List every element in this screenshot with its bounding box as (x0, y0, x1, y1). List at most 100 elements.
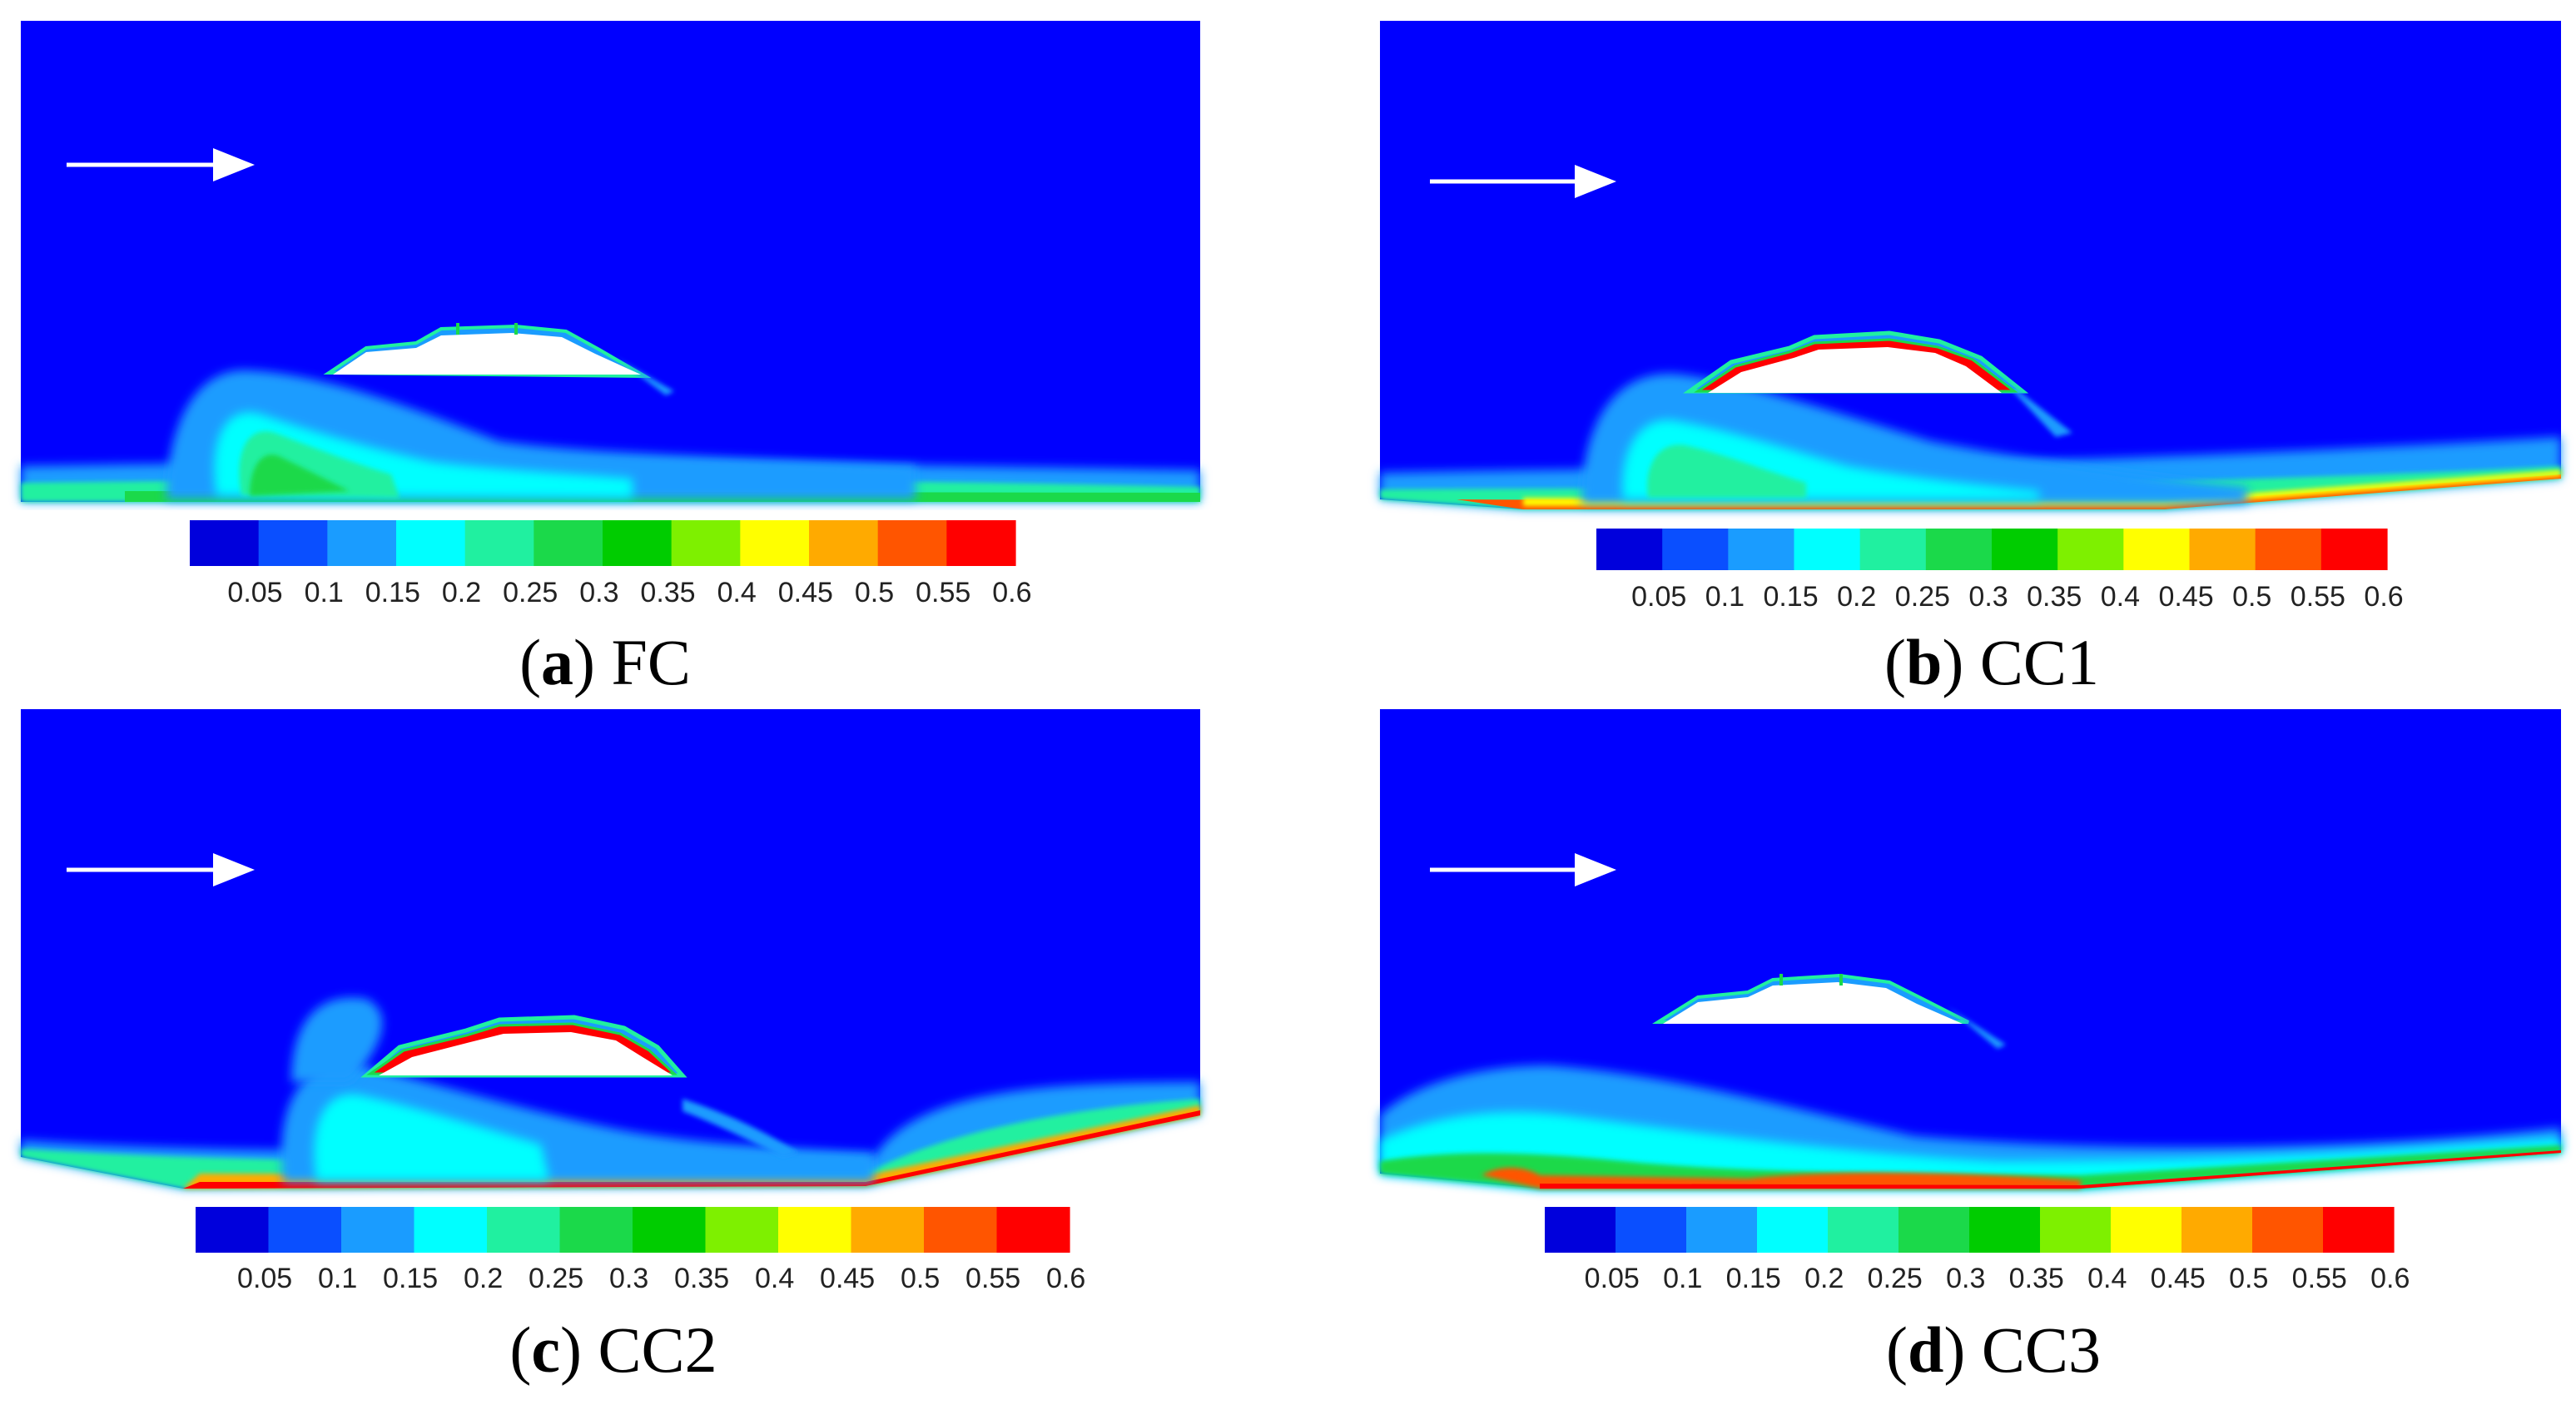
colorbar-swatch (2320, 529, 2388, 570)
panel-d: 0.05 0.1 0.15 0.2 0.25 0.3 0.35 0.4 0.45 0.5 0.55 0… (1380, 709, 2561, 1386)
colorbar-swatch (464, 520, 534, 566)
colorbar-swatch (996, 1207, 1070, 1253)
colorbar-tick-label: 0.35 (2009, 1263, 2064, 1294)
colorbar-swatch (2252, 1207, 2324, 1253)
colorbar-tick-label: 0.05 (237, 1263, 292, 1294)
colorbar-tick-label: 0.6 (2364, 581, 2403, 613)
colorbar-tick-label: 0.25 (503, 577, 558, 608)
flow-arrow-b (1430, 165, 1616, 198)
colorbar-tick-label: 0.5 (901, 1263, 940, 1294)
colorbar-swatch (851, 1207, 925, 1253)
caption-d: (d) CC3 (1886, 1313, 2101, 1386)
colorbar-swatch (1616, 1207, 1687, 1253)
colorbar-tick-label: 0.2 (464, 1263, 503, 1294)
colorbar-swatch (2040, 1207, 2112, 1253)
colorbar-tick-label: 0.05 (1585, 1263, 1640, 1294)
colorbar-ticks-b: 0.05 0.1 0.15 0.2 0.25 0.3 0.35 0.4 0.45 0.5 0.55 0… (1631, 581, 2404, 613)
panel-c: 0.05 0.1 0.15 0.2 0.25 0.3 0.35 0.4 0.45 0.5 0.55 0… (21, 709, 1200, 1386)
colorbar-tick-label: 0.45 (778, 577, 833, 608)
caption-b: (b) CC1 (1884, 626, 2099, 698)
colorbar-tick-label: 0.3 (579, 577, 618, 608)
contour-plot-d (1380, 709, 2561, 1189)
colorbar-tick-label: 0.45 (820, 1263, 875, 1294)
colorbar-tick-label: 0.5 (2229, 1263, 2268, 1294)
caption-c: (c) CC2 (509, 1313, 717, 1386)
colorbar-swatch (2123, 529, 2191, 570)
body-shape (333, 333, 641, 375)
colorbar-swatch (877, 520, 947, 566)
colorbar-swatch (2111, 1207, 2182, 1253)
colorbar-tick-label: 0.2 (1804, 1263, 1844, 1294)
colorbar-swatch (559, 1207, 633, 1253)
colorbar-ticks-d: 0.05 0.1 0.15 0.2 0.25 0.3 0.35 0.4 0.45 0.5 0.55 0… (1585, 1263, 2410, 1294)
colorbar-swatch (1545, 1207, 1616, 1253)
colorbar-swatch (1898, 1207, 1970, 1253)
body-shape (1708, 347, 2002, 393)
colorbar-swatch (1757, 1207, 1829, 1253)
flow-arrow-c (67, 853, 255, 886)
colorbar-swatch (1686, 1207, 1758, 1253)
colorbar-swatch (2057, 529, 2124, 570)
colorbar-tick-label: 0.55 (2291, 581, 2345, 613)
colorbar-ticks-c: 0.05 0.1 0.15 0.2 0.25 0.3 0.35 0.4 0.45 0.5 0.55 0… (237, 1263, 1085, 1294)
colorbar-swatch (190, 520, 260, 566)
body-shape (1663, 982, 1963, 1024)
colorbar-swatch (2323, 1207, 2395, 1253)
colorbar-tick-label: 0.55 (916, 577, 970, 608)
colorbar-swatch (1596, 529, 1663, 570)
colorbar-swatch (258, 520, 328, 566)
colorbar-swatch (487, 1207, 561, 1253)
colorbar-tick-label: 0.1 (1705, 581, 1745, 613)
panel-a: 0.05 0.1 0.15 0.2 0.25 0.3 0.35 0.4 0.45 0.5 0.55 0… (21, 21, 1200, 698)
colorbar-swatch (1992, 529, 2058, 570)
colorbar-tick-label: 0.45 (2151, 1263, 2206, 1294)
flow-arrow-a (67, 148, 255, 181)
colorbar-tick-label: 0.25 (529, 1263, 583, 1294)
colorbar-tick-label: 0.4 (2087, 1263, 2127, 1294)
colorbar-swatch (2189, 529, 2256, 570)
colorbar-tick-label: 0.6 (2370, 1263, 2410, 1294)
colorbar-swatch (1794, 529, 1861, 570)
colorbar-tick-label: 0.5 (855, 577, 894, 608)
colorbar-tick-label: 0.55 (2292, 1263, 2347, 1294)
colorbar-tick-label: 0.1 (305, 577, 344, 608)
colorbar-swatch (740, 520, 810, 566)
caption-a: (a) FC (519, 626, 691, 698)
colorbar-tick-label: 0.5 (2232, 581, 2271, 613)
panel-b: 0.05 0.1 0.15 0.2 0.25 0.3 0.35 0.4 0.45 0.5 0.55 0… (1380, 21, 2561, 698)
colorbar-tick-label: 0.15 (383, 1263, 438, 1294)
colorbar-d (1545, 1207, 2395, 1253)
colorbar-swatch (1662, 529, 1729, 570)
colorbar-swatch (2181, 1207, 2253, 1253)
contour-plot-a (21, 21, 1200, 502)
colorbar-b (1596, 529, 2388, 570)
colorbar-swatch (633, 1207, 707, 1253)
colorbar-tick-label: 0.25 (1868, 1263, 1923, 1294)
colorbar-swatch (1728, 529, 1795, 570)
colorbar-c (196, 1207, 1070, 1253)
colorbar-tick-label: 0.3 (1946, 1263, 1985, 1294)
colorbar-swatch (327, 520, 397, 566)
colorbar-swatch (809, 520, 879, 566)
colorbar-swatch (2255, 529, 2322, 570)
colorbar-tick-label: 0.35 (640, 577, 695, 608)
colorbar-tick-label: 0.15 (1763, 581, 1818, 613)
colorbar-swatch (1828, 1207, 1899, 1253)
colorbar-swatch (268, 1207, 342, 1253)
colorbar-swatch (946, 520, 1016, 566)
colorbar-tick-label: 0.35 (2027, 581, 2082, 613)
colorbar-swatch (341, 1207, 415, 1253)
colorbar-tick-label: 0.1 (1663, 1263, 1702, 1294)
colorbar-tick-label: 0.4 (2101, 581, 2140, 613)
colorbar-ticks-a: 0.05 0.1 0.15 0.2 0.25 0.3 0.35 0.4 0.45 0.5 0.55 0… (227, 577, 1031, 608)
colorbar-tick-label: 0.45 (2158, 581, 2213, 613)
colorbar-swatch (1859, 529, 1927, 570)
colorbar-swatch (396, 520, 466, 566)
colorbar-a (190, 520, 1016, 566)
colorbar-swatch (778, 1207, 852, 1253)
colorbar-tick-label: 0.55 (965, 1263, 1020, 1294)
colorbar-tick-label: 0.05 (1631, 581, 1686, 613)
colorbar-tick-label: 0.3 (1968, 581, 2008, 613)
colorbar-tick-label: 0.4 (755, 1263, 794, 1294)
